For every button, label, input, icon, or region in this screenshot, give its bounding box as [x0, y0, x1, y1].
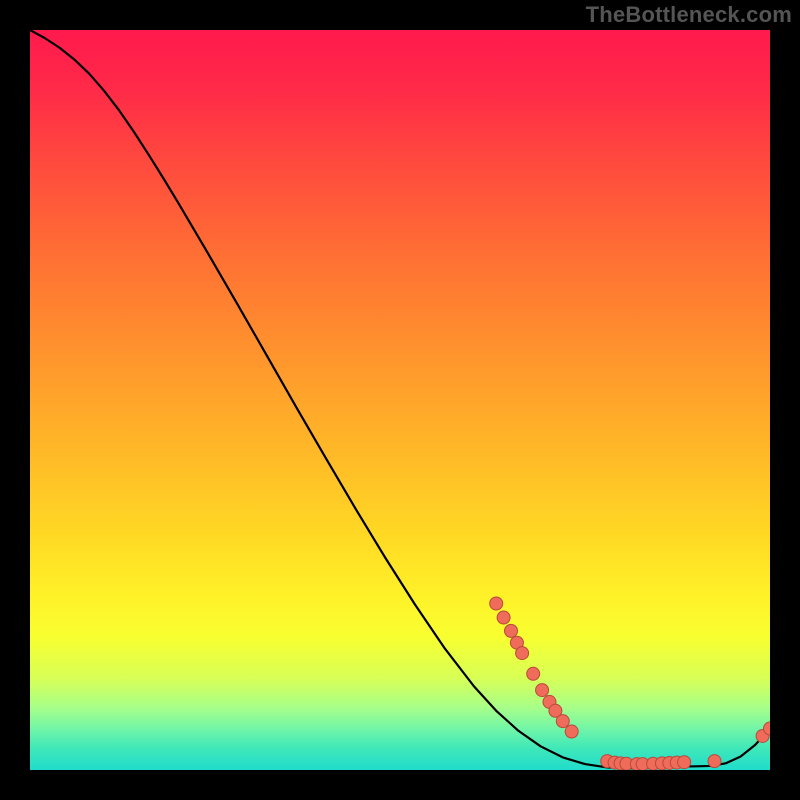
- data-marker: [708, 755, 721, 768]
- data-marker: [556, 715, 569, 728]
- data-marker: [490, 597, 503, 610]
- data-marker: [505, 624, 518, 637]
- bottleneck-chart: [30, 30, 770, 770]
- data-marker: [536, 684, 549, 697]
- data-marker: [516, 647, 529, 660]
- data-marker: [497, 611, 510, 624]
- watermark-text: TheBottleneck.com: [586, 2, 792, 28]
- chart-svg: [30, 30, 770, 770]
- data-marker: [678, 756, 691, 769]
- data-marker: [565, 725, 578, 738]
- data-marker: [527, 667, 540, 680]
